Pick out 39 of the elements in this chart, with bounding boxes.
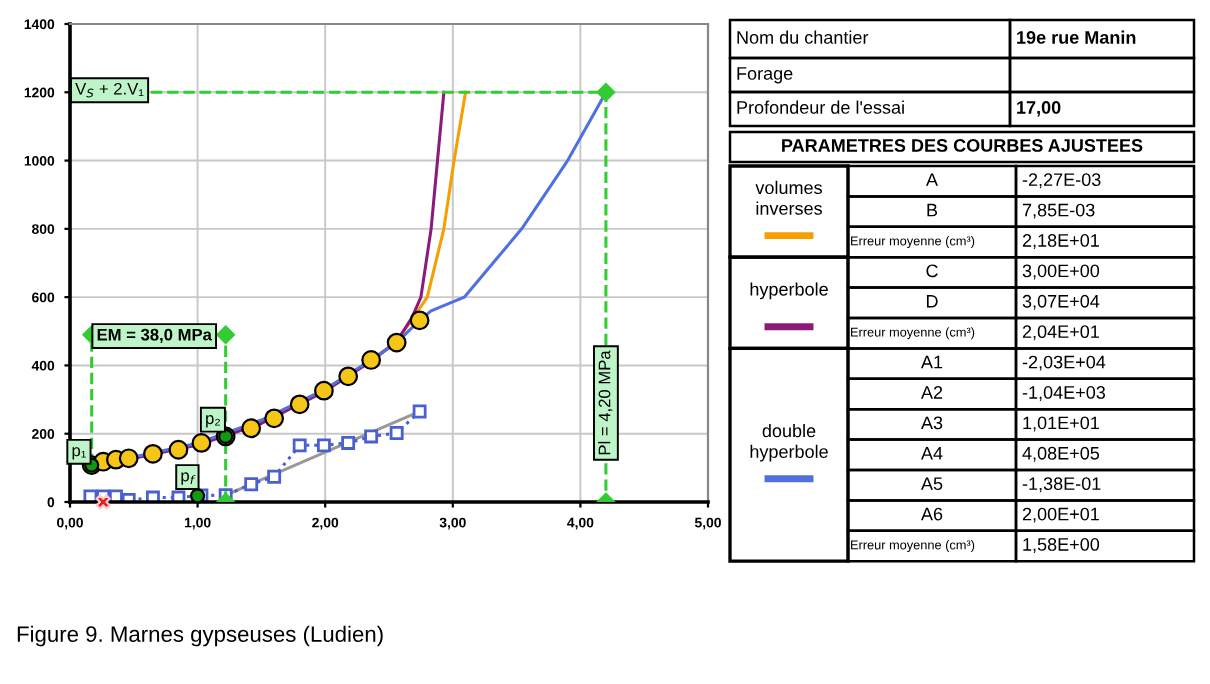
text: PARAMETRES DES COURBES AJUSTEES <box>782 139 1143 152</box>
text: A3 <box>920 416 943 430</box>
text: double hyperbole <box>750 424 828 462</box>
text: Forage <box>737 67 793 84</box>
text: 2,00E+01 <box>1022 507 1099 523</box>
text: 3,00E+00 <box>1022 264 1100 280</box>
text: 2,04E+01 <box>1022 325 1099 341</box>
annotation: p₁ <box>72 447 86 460</box>
text: A6 <box>920 507 943 521</box>
text: -1,04E+03 <box>1022 386 1106 401</box>
text: 17,00 <box>1017 101 1061 117</box>
caption: Figure 9. Marnes gypseuses (Ludien) <box>17 625 383 647</box>
text: -1,38E-01 <box>1022 477 1101 493</box>
annotation: EM = 38,0 MPa <box>97 328 212 343</box>
text: Nom du chantier <box>737 30 869 44</box>
text: 7,85E-03 <box>1022 203 1095 219</box>
text: C <box>926 264 938 278</box>
text: hyperbole <box>750 282 828 300</box>
text: B <box>927 203 938 217</box>
text: -2,27E-03 <box>1022 173 1101 189</box>
text: A4 <box>920 447 943 460</box>
text: A1 <box>920 355 943 369</box>
text: -2,03E+04 <box>1022 355 1106 371</box>
annotation: V$_{S}$ + 2.V₁ <box>75 82 144 98</box>
text: 1,01E+01 <box>1023 416 1099 432</box>
annotation: p$_{f}$ <box>181 472 196 485</box>
text: 1,58E+00 <box>1023 538 1100 553</box>
text: volumes inverses <box>755 180 822 215</box>
text: 3,07E+04 <box>1022 294 1100 310</box>
annotation: Pl = 4,20 MPa <box>598 350 613 455</box>
text: A5 <box>920 477 943 491</box>
annotation: p₂ <box>206 415 220 428</box>
text: D <box>926 295 938 308</box>
text: 19e rue Manin <box>1017 30 1136 44</box>
text: Profondeur de l'essai <box>737 100 904 114</box>
text: 4,08E+05 <box>1022 446 1100 462</box>
text: 2,18E+01 <box>1022 234 1099 249</box>
text: A <box>926 173 938 186</box>
text: A2 <box>920 386 943 399</box>
